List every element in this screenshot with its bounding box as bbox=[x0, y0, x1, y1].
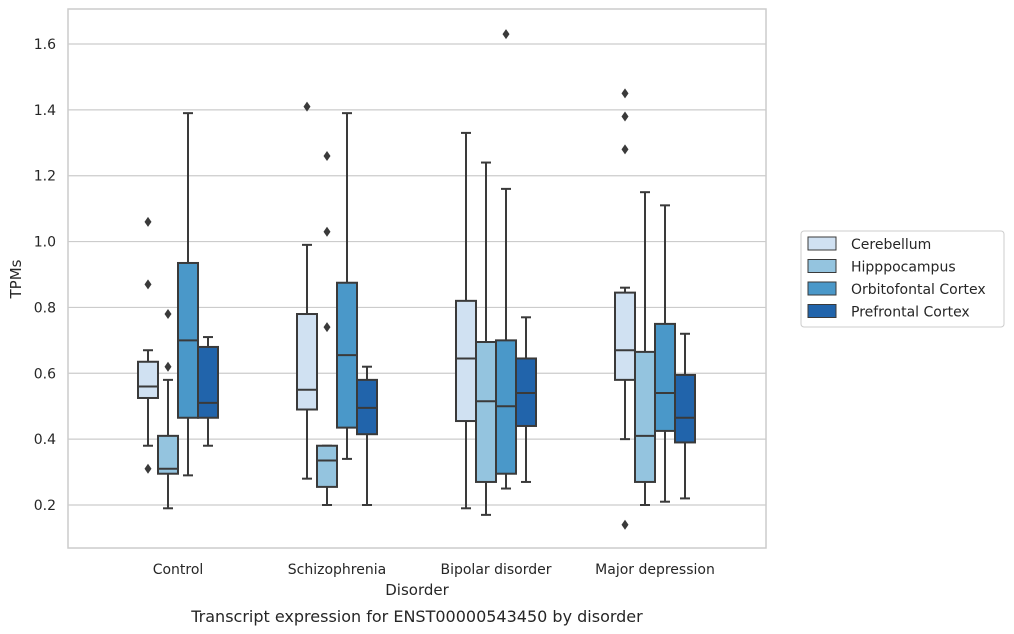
legend-swatch bbox=[807, 259, 837, 273]
legend-swatch bbox=[807, 281, 837, 296]
outlier-marker bbox=[323, 150, 331, 161]
legend-label: Cerebellum bbox=[851, 237, 931, 253]
box bbox=[157, 309, 179, 510]
outlier-marker bbox=[621, 88, 629, 99]
box-body bbox=[296, 313, 318, 411]
box bbox=[316, 150, 338, 506]
box bbox=[614, 88, 636, 530]
box bbox=[495, 29, 517, 490]
legend-label: Orbitofontal Cortex bbox=[851, 282, 986, 298]
y-tick-label: 0.4 bbox=[34, 432, 56, 448]
box-body bbox=[316, 444, 338, 488]
outlier-marker bbox=[144, 216, 152, 227]
plot-frame bbox=[67, 8, 767, 549]
y-tick-label: 0.6 bbox=[34, 366, 56, 382]
outlier-marker bbox=[144, 463, 152, 474]
x-tick-label: Bipolar disorder bbox=[440, 562, 551, 578]
outlier-marker bbox=[323, 226, 331, 237]
legend: Cerebellum Hipppocampus Orbitofontal Corte… bbox=[800, 230, 1005, 328]
box-body bbox=[455, 299, 477, 423]
box bbox=[634, 191, 656, 506]
box bbox=[177, 112, 199, 477]
series-hipppocampus bbox=[157, 150, 656, 516]
box-plot-area bbox=[137, 29, 696, 530]
box-body bbox=[674, 373, 696, 444]
box-body bbox=[654, 322, 676, 432]
box-body bbox=[137, 360, 159, 399]
x-tick-label: Major depression bbox=[595, 562, 715, 578]
outlier-marker bbox=[164, 361, 172, 372]
x-axis-label: Disorder bbox=[385, 581, 449, 599]
outlier-marker bbox=[502, 29, 510, 40]
x-tick-label: Schizophrenia bbox=[288, 562, 386, 578]
legend-swatch bbox=[807, 236, 837, 251]
outlier-marker bbox=[621, 144, 629, 155]
outlier-marker bbox=[621, 519, 629, 530]
box-body bbox=[157, 434, 179, 475]
box-body bbox=[197, 345, 219, 419]
legend-label: Hipppocampus bbox=[851, 260, 956, 276]
outlier-marker bbox=[323, 322, 331, 333]
box bbox=[515, 316, 537, 483]
box bbox=[137, 216, 159, 474]
figure-caption: Transcript expression for ENST0000054345… bbox=[190, 607, 643, 626]
box bbox=[336, 112, 358, 460]
y-axis-label: TPMs bbox=[7, 259, 25, 299]
legend-frame bbox=[800, 230, 1005, 328]
series-orbitofontal-cortex bbox=[177, 29, 676, 503]
box-body bbox=[634, 350, 656, 483]
legend-label: Prefrontal Cortex bbox=[851, 305, 970, 321]
box bbox=[197, 336, 219, 447]
y-axis-ticks: 0.2 0.4 0.6 0.8 1.0 1.2 1.4 1.6 bbox=[34, 37, 56, 514]
outlier-marker bbox=[164, 309, 172, 320]
outlier-marker bbox=[621, 111, 629, 122]
box bbox=[674, 332, 696, 500]
y-tick-label: 1.2 bbox=[34, 169, 56, 185]
box bbox=[455, 131, 477, 510]
box-body bbox=[475, 341, 497, 483]
y-tick-label: 1.4 bbox=[34, 103, 56, 119]
outlier-marker bbox=[144, 279, 152, 290]
y-tick-label: 0.8 bbox=[34, 300, 56, 316]
y-tick-label: 0.2 bbox=[34, 498, 56, 514]
x-axis-ticks: Control Schizophrenia Bipolar disorder Majo… bbox=[153, 562, 715, 578]
box bbox=[475, 161, 497, 516]
outlier-marker bbox=[303, 101, 311, 112]
box bbox=[654, 204, 676, 503]
series-cerebellum bbox=[137, 88, 636, 530]
box bbox=[296, 101, 318, 480]
series-prefrontal-cortex bbox=[197, 316, 696, 506]
legend-swatch bbox=[807, 304, 837, 318]
box-body bbox=[614, 291, 636, 381]
box bbox=[356, 365, 378, 506]
y-tick-label: 1.0 bbox=[34, 235, 56, 251]
x-tick-label: Control bbox=[153, 562, 204, 578]
y-tick-label: 1.6 bbox=[34, 37, 56, 53]
